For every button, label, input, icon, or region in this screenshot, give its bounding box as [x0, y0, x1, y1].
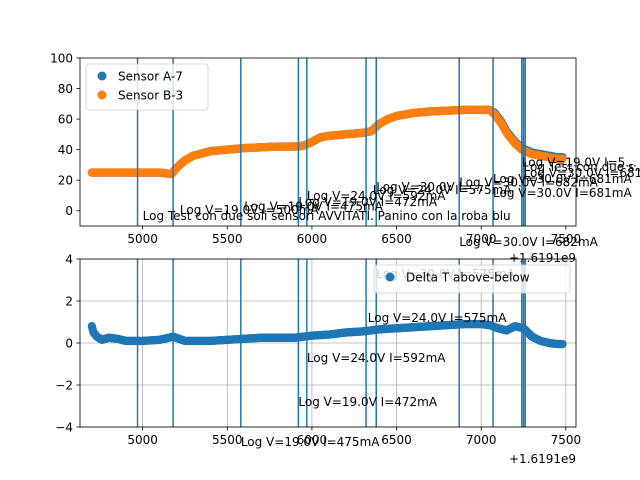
bottom-chart-panel: 5000 5500 6000 6500 7000 7500 −4 −2 0 2 4 +1.6191e9…: [55, 253, 581, 467]
x-tick-label: 6500: [381, 433, 412, 447]
plot-area: [87, 259, 567, 427]
annotation-label: Log V=19.0V I=472mA: [298, 195, 437, 209]
x-tick-label: 5000: [127, 433, 158, 447]
annotation-label: Log V=19.0V I=475mA: [241, 435, 380, 449]
y-tick-label: −2: [55, 379, 73, 393]
legend-label: Sensor A-7: [118, 70, 183, 84]
annotation-label: Log V=24.0V I=575mA: [373, 183, 512, 197]
annotation-label: Log V=30.0V I=...: [376, 180, 483, 194]
plot-area: [87, 58, 567, 226]
x-tick-label: 7500: [551, 232, 582, 246]
x-tick-label: 7500: [551, 433, 582, 447]
y-tick-label: 80: [58, 82, 73, 96]
data-point: [558, 154, 567, 163]
annotation-label: Log V=24.0V I=592mA: [307, 189, 446, 203]
legend-marker: [385, 272, 395, 282]
legend-label: Sensor B-3: [118, 89, 183, 103]
y-tick-label: 4: [65, 253, 73, 267]
annotation-label: Log V=19.0V I=5...: [522, 155, 637, 169]
annotation-label: Log V=24.0V I=592mA: [307, 351, 446, 365]
annotation-label: Log V=30.0V I=681mA: [493, 186, 632, 200]
x-tick-label: 5500: [212, 232, 243, 246]
series-0: [87, 319, 567, 349]
annotation-label: Log V=30.0V I=681mA: [493, 172, 632, 186]
annotation-label: Log Test con due soli sensori AVVITATI. …: [143, 209, 511, 223]
x-tick-label: 5000: [127, 232, 158, 246]
x-tick-label: 6000: [297, 433, 328, 447]
x-tick-label: 6000: [297, 232, 328, 246]
annotation-label: Log V=19.0V I=475mA: [244, 200, 383, 214]
y-tick-label: 40: [58, 143, 73, 157]
x-tick-label: 5500: [212, 433, 243, 447]
axes-frame: [79, 57, 577, 227]
annotation-label: Log V=30.0V I=682mA: [459, 235, 598, 249]
x-tick-label: 6500: [381, 232, 412, 246]
y-tick-label: 0: [65, 204, 73, 218]
x-offset-label: +1.6191e9: [509, 452, 576, 466]
annotation-label: Log Test con due s...: [524, 160, 640, 174]
data-point: [558, 339, 567, 349]
legend-box: [373, 264, 571, 294]
legend-box: [85, 63, 209, 111]
y-tick-label: 0: [65, 337, 73, 351]
annotation-label: Log V=24.0V I=575mA: [368, 311, 507, 325]
y-tick-label: 60: [58, 113, 73, 127]
y-tick-label: 100: [50, 52, 73, 66]
legend: Delta T above-below: [373, 264, 571, 294]
x-tick-label: 7000: [466, 232, 497, 246]
y-tick-label: 20: [58, 174, 73, 188]
legend: Sensor A-7 Sensor B-3: [85, 63, 209, 111]
annotation-label: Log V=19.0V I=472mA: [298, 395, 437, 409]
x-tick-label: 7000: [466, 433, 497, 447]
annotation-label: Log V=30.0V I=681mA: [524, 166, 640, 180]
annotation-label: Log V=30.0V I=682mA: [459, 175, 598, 189]
legend-marker: [97, 90, 107, 100]
y-tick-label: −4: [55, 421, 73, 435]
legend-marker: [97, 71, 107, 81]
legend-label: Delta T above-below: [406, 271, 530, 285]
y-tick-label: 2: [65, 295, 73, 309]
annotation-label: Log V=19.0V I=500mA: [180, 203, 319, 217]
